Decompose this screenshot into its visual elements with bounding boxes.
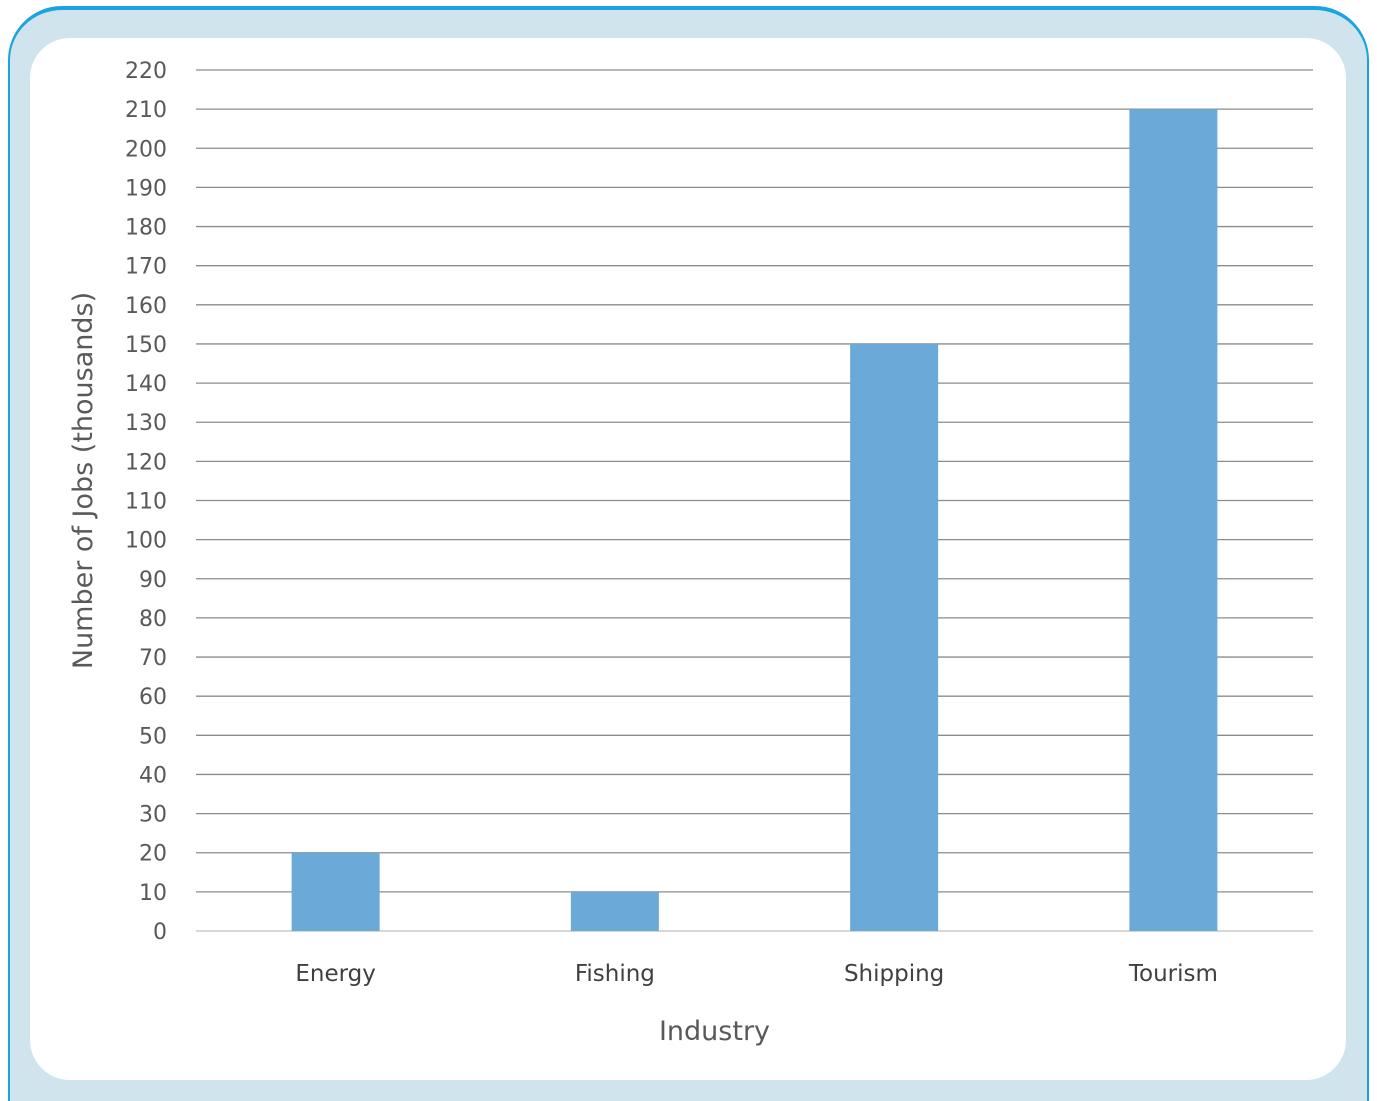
y-tick-label: 80 <box>139 607 167 632</box>
y-tick-label: 140 <box>125 372 167 397</box>
y-tick-label: 210 <box>125 98 167 123</box>
y-tick-label: 20 <box>139 842 167 867</box>
y-tick-label: 60 <box>139 685 167 710</box>
bar-energy <box>291 852 380 931</box>
x-category-label: Energy <box>295 961 376 987</box>
y-tick-label: 10 <box>139 881 167 906</box>
y-tick-label: 110 <box>125 490 167 515</box>
y-tick-label: 120 <box>125 450 167 475</box>
y-tick-label: 130 <box>125 411 167 436</box>
y-tick-label: 150 <box>125 333 167 358</box>
bar-tourism <box>1129 109 1218 932</box>
y-tick-label: 0 <box>153 920 167 945</box>
y-tick-label: 100 <box>125 529 167 554</box>
y-tick-label: 90 <box>139 568 167 593</box>
y-axis-ticks: 0 10 20 30 40 50 60 70 80 90 100 110 120 130 140 150 160… <box>125 59 167 945</box>
y-tick-label: 180 <box>125 216 167 241</box>
x-category-label: Tourism <box>1128 961 1218 987</box>
y-tick-label: 160 <box>125 294 167 319</box>
y-tick-label: 70 <box>139 646 167 671</box>
x-category-label: Fishing <box>575 961 655 987</box>
gridlines <box>196 69 1313 932</box>
y-tick-label: 50 <box>139 724 167 749</box>
bar-shipping <box>850 343 939 931</box>
x-axis-categories: Energy Fishing Shipping Tourism <box>295 961 1218 987</box>
y-tick-label: 200 <box>125 137 167 162</box>
x-category-label: Shipping <box>844 961 944 987</box>
bars <box>291 109 1218 932</box>
bar-fishing <box>570 891 659 931</box>
y-axis-title: Number of Jobs (thousands) <box>68 292 99 669</box>
y-tick-label: 40 <box>139 763 167 788</box>
y-tick-label: 190 <box>125 176 167 201</box>
chart-panel <box>30 38 1346 1080</box>
y-tick-label: 170 <box>125 255 167 280</box>
y-tick-label: 220 <box>125 59 167 84</box>
x-axis-title: Industry <box>659 1016 770 1047</box>
y-tick-label: 30 <box>139 803 167 828</box>
